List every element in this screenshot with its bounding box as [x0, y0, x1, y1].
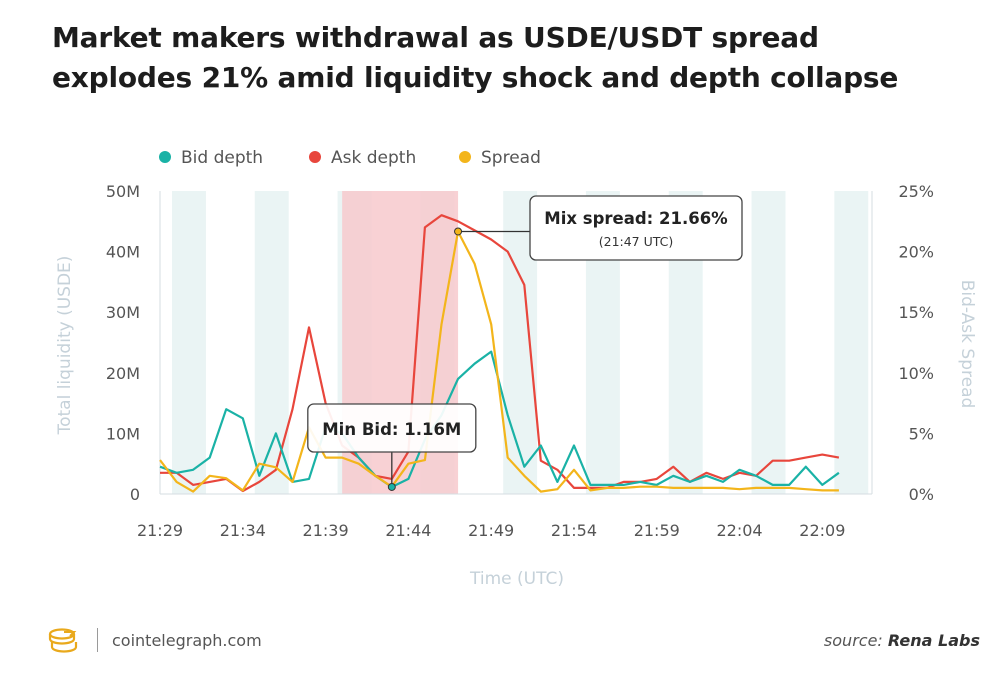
background-band: [254, 191, 289, 494]
footer-source: source: Rena Labs: [824, 631, 980, 650]
chart-title: Market makers withdrawal as USDE/USDT sp…: [52, 18, 982, 98]
annotation: Min Bid: 1.16M: [307, 403, 477, 491]
x-axis-label: Time (UTC): [469, 569, 564, 589]
legend-marker: [159, 151, 171, 163]
x-tick-label: 21:49: [468, 521, 514, 540]
x-tick-label: 21:44: [385, 521, 431, 540]
y-left-tick-label: 50M: [106, 182, 140, 201]
y-right-tick-label: 5%: [909, 424, 934, 443]
y-left-tick-label: 40M: [106, 243, 140, 262]
axis-titles: Total liquidity (USDE) Bid-Ask Spread Ti…: [55, 256, 977, 589]
background-band: [172, 191, 206, 494]
x-tick-label: 21:29: [137, 521, 183, 540]
footer-separator: [97, 628, 98, 652]
series-line-spread: [159, 230, 839, 493]
x-tick-label: 21:59: [634, 521, 680, 540]
legend-label: Bid depth: [181, 148, 263, 168]
annotation: Mix spread: 21.66% (21:47 UTC): [454, 195, 743, 261]
annotation-box: [307, 403, 477, 453]
tick-labels: 0 10M 20M 30M 40M 50M 0% 5% 10% 15% 20% 25% 21:29 21:…: [106, 182, 934, 540]
series-line-ask-depth: [160, 214, 840, 493]
y-left-tick-label: 20M: [106, 364, 140, 383]
annotation-label: Min Bid: 1.16M: [322, 420, 461, 439]
x-tick-label: 22:04: [716, 521, 762, 540]
source-name: Rena Labs: [887, 631, 980, 650]
series-lines: [159, 214, 840, 493]
legend: Bid depth Ask depth Spread: [159, 148, 541, 168]
x-tick-label: 21:39: [303, 521, 349, 540]
x-tick-label: 22:09: [799, 521, 845, 540]
background-bands: [172, 191, 869, 494]
y-right-tick-label: 10%: [898, 364, 934, 383]
line-chart: 0 10M 20M 30M 40M 50M 0% 5% 10% 15% 20% 25% 21:29 21:…: [55, 148, 977, 589]
cointelegraph-logo-icon: [48, 626, 84, 660]
annotation-label: Mix spread: 21.66%: [544, 209, 728, 228]
y-right-tick-label: 15%: [898, 303, 934, 322]
footer-site: cointelegraph.com: [112, 631, 262, 650]
y-axis-right-label: Bid-Ask Spread: [957, 280, 977, 409]
background-band: [751, 191, 786, 494]
annotation-sublabel: (21:47 UTC): [599, 234, 674, 249]
annotation-box: [529, 195, 743, 261]
y-right-tick-label: 20%: [898, 243, 934, 262]
axes-frame: [159, 191, 873, 495]
x-tick-label: 21:34: [220, 521, 266, 540]
legend-label: Ask depth: [331, 148, 416, 168]
y-left-tick-label: 30M: [106, 303, 140, 322]
annotation-point: [387, 482, 396, 491]
y-axis-left-label: Total liquidity (USDE): [55, 256, 75, 436]
y-left-tick-label: 10M: [106, 424, 140, 443]
annotations: Min Bid: 1.16M Mix spread: 21.66% (21:47 U…: [307, 195, 743, 491]
legend-label: Spread: [481, 148, 541, 168]
y-right-tick-label: 25%: [898, 182, 934, 201]
y-right-tick-label: 0%: [909, 485, 934, 504]
chart-title-line-1: Market makers withdrawal as USDE/USDT sp…: [52, 21, 819, 54]
source-prefix: source:: [823, 631, 883, 650]
legend-marker: [309, 151, 321, 163]
chart-title-line-2: explodes 21% amid liquidity shock and de…: [52, 61, 899, 94]
x-tick-label: 21:54: [551, 521, 597, 540]
legend-marker: [459, 151, 471, 163]
y-left-tick-label: 0: [130, 485, 140, 504]
annotation-point: [454, 227, 463, 236]
background-band: [834, 191, 869, 494]
